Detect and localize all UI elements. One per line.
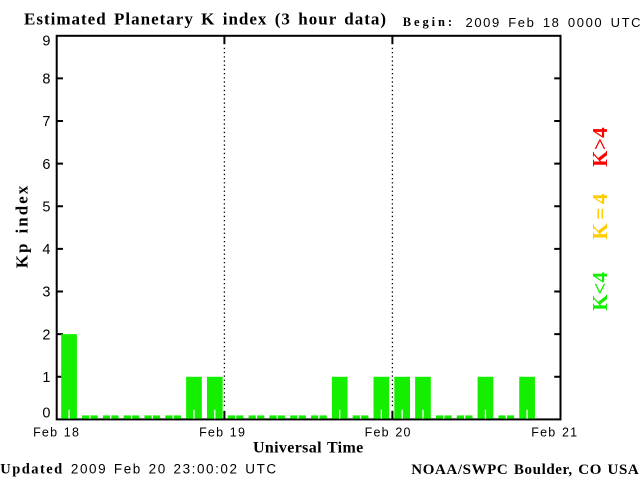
- svg-text:K=4: K=4: [588, 190, 612, 240]
- svg-text:5: 5: [42, 199, 50, 215]
- svg-text:6: 6: [42, 157, 50, 173]
- svg-text:Feb 19: Feb 19: [199, 425, 246, 439]
- svg-text:Universal Time: Universal Time: [253, 440, 364, 457]
- svg-text:8: 8: [42, 72, 50, 88]
- svg-text:NOAA/SWPC Boulder, CO USA: NOAA/SWPC Boulder, CO USA: [411, 462, 639, 478]
- svg-text:0: 0: [42, 406, 50, 422]
- svg-text:Kp index: Kp index: [13, 184, 32, 268]
- svg-text:Estimated Planetary K index (3: Estimated Planetary K index (3 hour data…: [24, 10, 387, 29]
- svg-text:K<4: K<4: [588, 272, 612, 311]
- svg-text:Begin:: Begin:: [403, 15, 455, 29]
- svg-text:9: 9: [42, 34, 50, 50]
- svg-text:2009 Feb 20 23:00:02 UTC: 2009 Feb 20 23:00:02 UTC: [71, 462, 278, 477]
- svg-text:Feb 18: Feb 18: [33, 425, 80, 439]
- svg-text:1: 1: [42, 370, 50, 386]
- svg-text:Feb 21: Feb 21: [531, 425, 578, 439]
- svg-text:K>4: K>4: [588, 127, 612, 167]
- svg-text:7: 7: [42, 114, 50, 130]
- svg-text:Feb 20: Feb 20: [365, 425, 412, 439]
- svg-text:2: 2: [42, 327, 50, 343]
- svg-text:Updated: Updated: [0, 462, 63, 478]
- svg-text:4: 4: [42, 242, 50, 258]
- svg-text:2009 Feb 18 0000 UTC: 2009 Feb 18 0000 UTC: [466, 15, 640, 30]
- svg-text:3: 3: [42, 285, 50, 301]
